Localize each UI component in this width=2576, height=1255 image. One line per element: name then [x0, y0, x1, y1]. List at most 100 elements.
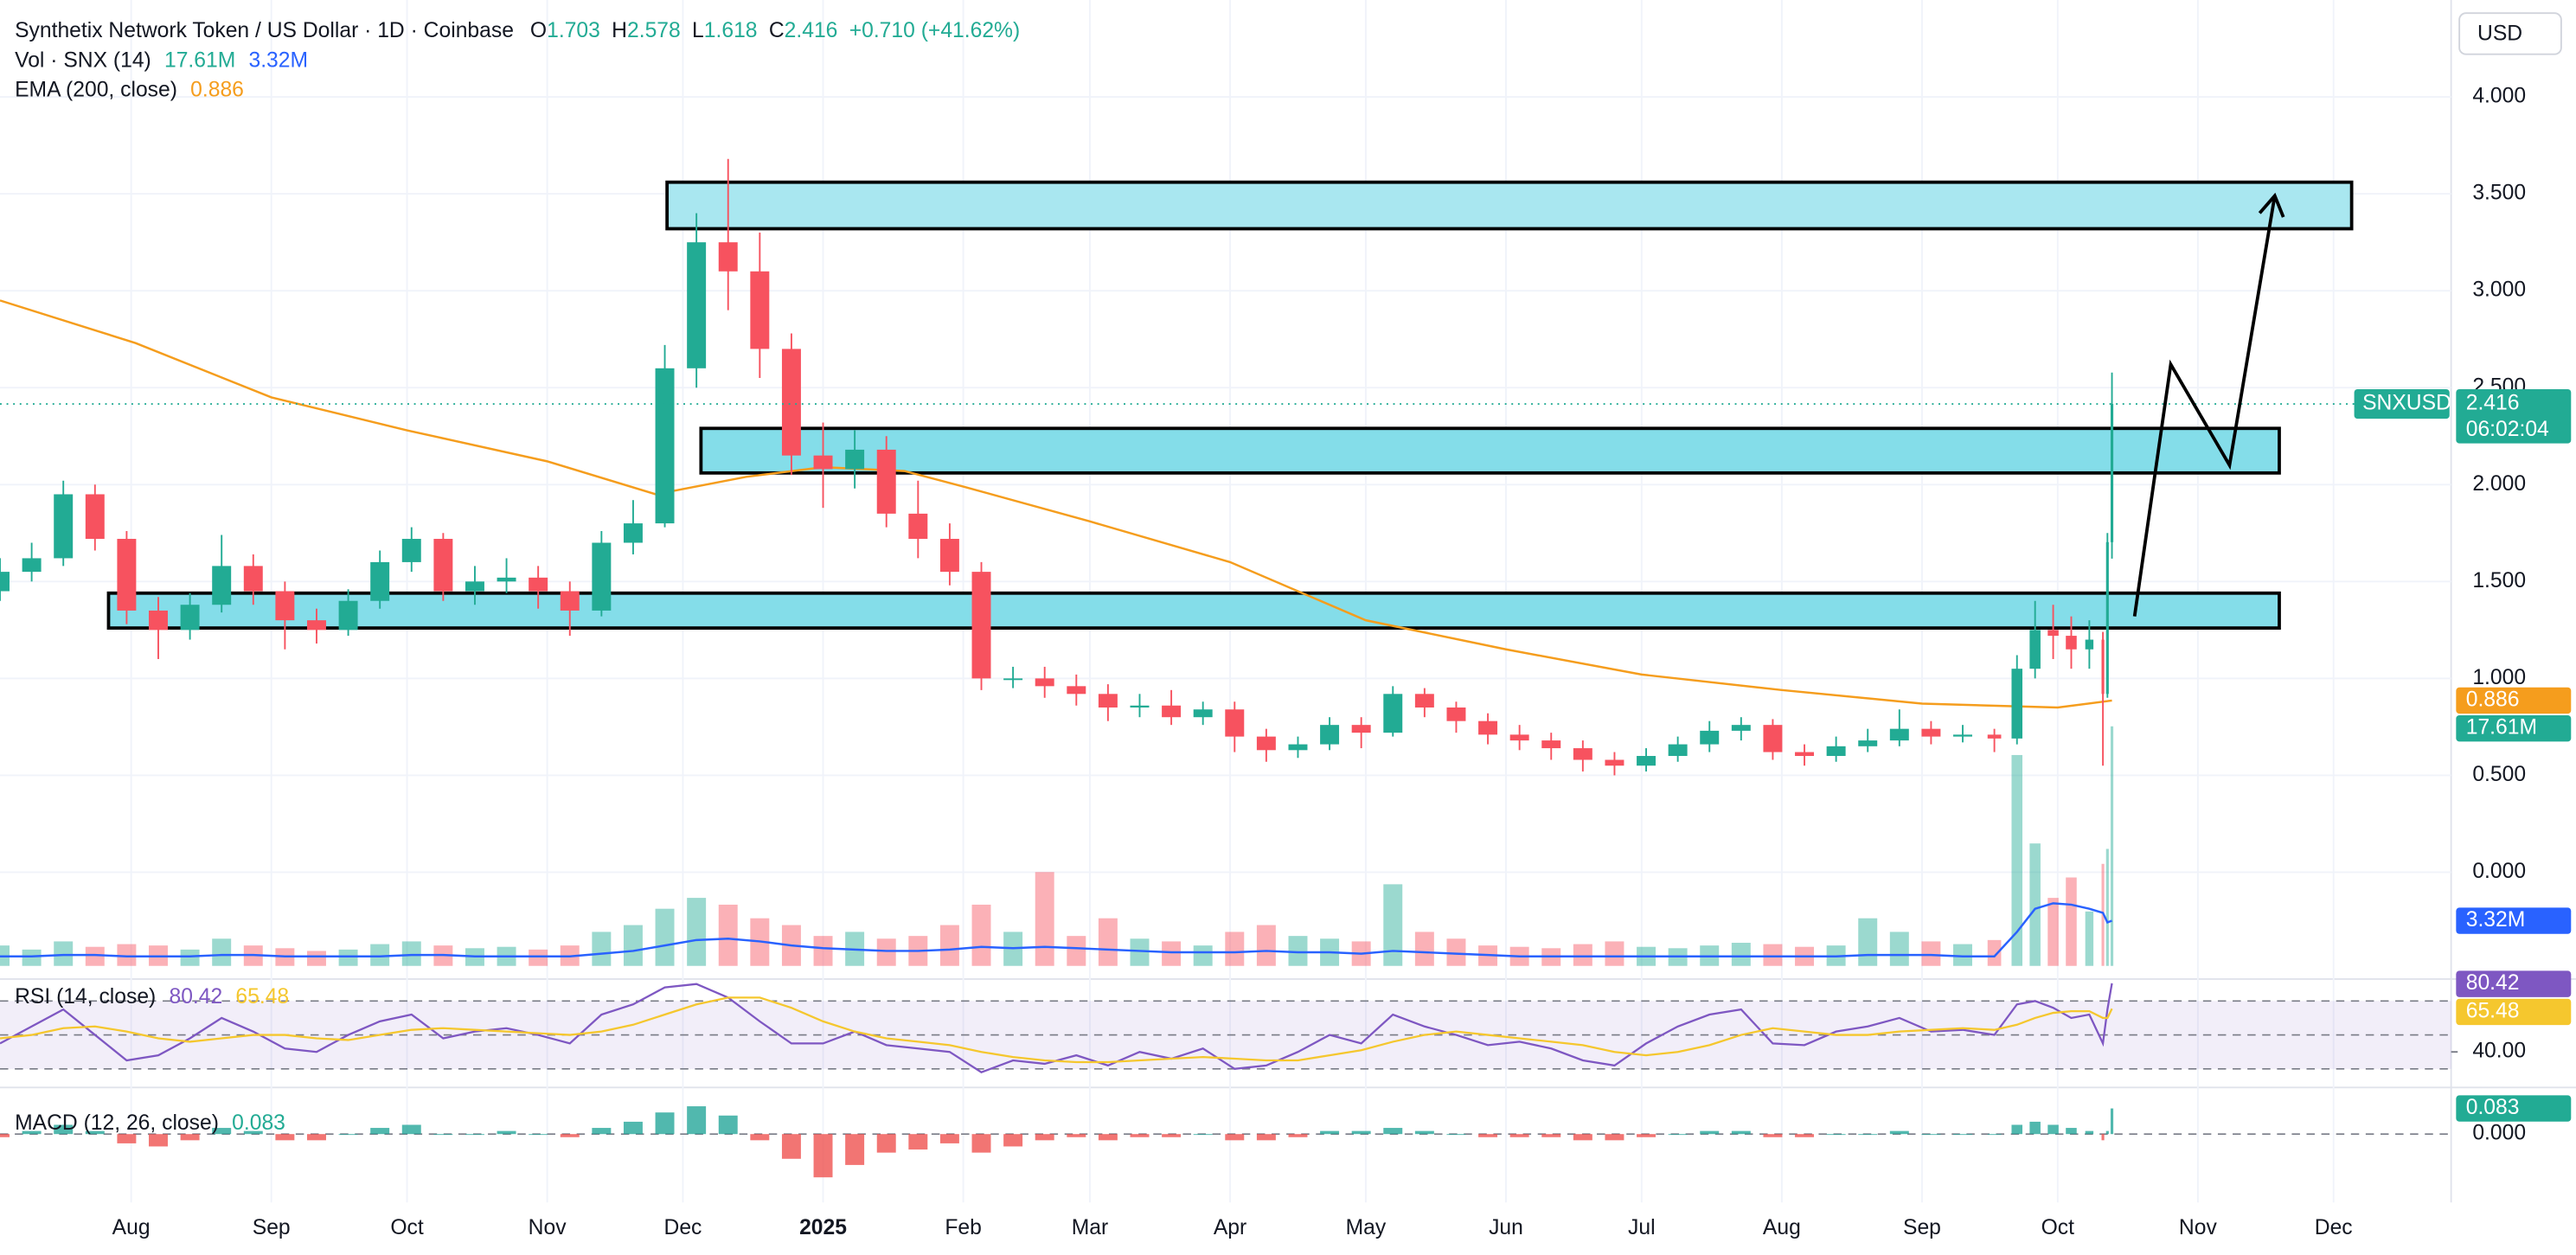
macd-bar — [1795, 1134, 1815, 1137]
macd-bar — [529, 1134, 548, 1136]
candle-body — [2101, 639, 2105, 695]
y-tick-label: 0.000 — [2472, 860, 2526, 883]
y-tick-label: 1.000 — [2472, 666, 2526, 689]
candle-body — [1987, 734, 2002, 739]
candle-body — [1035, 678, 1054, 687]
x-tick-label: Apr — [1214, 1216, 1246, 1239]
macd-bar — [1573, 1134, 1592, 1141]
macd-bar — [2101, 1134, 2105, 1141]
rsi-label: 80.42 — [2466, 971, 2520, 995]
volume-name: Vol · SNX (14) — [15, 48, 151, 72]
volume-ma-line — [0, 902, 2112, 957]
candle-body — [1098, 694, 1118, 708]
volume-bar — [2047, 898, 2059, 966]
currency[interactable]: USD — [2477, 22, 2522, 45]
currency-button[interactable] — [2458, 12, 2562, 55]
candle-body — [1700, 730, 1720, 745]
x-tick-label: Oct — [2041, 1216, 2075, 1239]
rsi-value: 80.42 — [169, 984, 222, 1008]
macd-bar — [1098, 1134, 1118, 1141]
macd-bar — [1035, 1134, 1054, 1141]
legend-title: Synthetix Network Token / US Dollar · 1D… — [15, 19, 1020, 42]
rsi-name: RSI (14, close) — [15, 984, 156, 1008]
macd-bar — [1446, 1134, 1466, 1136]
macd-bar — [718, 1115, 738, 1135]
macd-bar — [2085, 1130, 2094, 1135]
volume-bar — [1921, 941, 1941, 966]
candle-body — [1225, 709, 1245, 737]
volume-bar — [1573, 944, 1592, 966]
candle-body — [1478, 720, 1498, 735]
low-value: 1.618 — [704, 19, 758, 42]
macd-bar — [1288, 1134, 1308, 1137]
volume-bar — [876, 938, 896, 966]
macd-bar — [971, 1134, 991, 1153]
macd-bar — [497, 1130, 516, 1135]
x-tick-label: Oct — [390, 1216, 424, 1239]
macd-bar — [1889, 1130, 1909, 1135]
candle-body — [1320, 725, 1340, 745]
ohlc-prefix: O — [530, 19, 547, 42]
candle-body — [85, 494, 105, 540]
candle-body — [117, 539, 137, 611]
candle-body — [1889, 728, 1909, 741]
candle-body — [845, 449, 865, 470]
volume-bar — [529, 949, 548, 966]
volume-bar — [2110, 726, 2114, 966]
title: Synthetix Network Token / US Dollar · 1D… — [15, 19, 514, 42]
candle-body — [243, 566, 263, 592]
candle-body — [2105, 541, 2109, 695]
y-tick-label: 1.500 — [2472, 569, 2526, 592]
macd-bar — [1067, 1134, 1086, 1137]
candle-body — [1351, 725, 1371, 733]
candle-body — [465, 581, 484, 592]
rsi-line — [0, 983, 2113, 1074]
macd-bar — [338, 1134, 358, 1136]
macd-bar — [22, 1130, 42, 1135]
candle-body — [1858, 740, 1878, 746]
volume-bar — [1763, 944, 1783, 966]
zone — [699, 426, 2281, 475]
volume-bar — [1193, 945, 1213, 966]
macd-bar — [1541, 1134, 1561, 1137]
volume-bar — [718, 904, 738, 966]
candle-body — [1668, 744, 1688, 757]
volume-legend: Vol · SNX (14) 17.61M 3.32M — [15, 48, 308, 72]
candle-body — [908, 513, 928, 540]
y-tick-label: 2.000 — [2472, 472, 2526, 496]
volume-bar — [687, 898, 707, 966]
zone — [665, 180, 2354, 231]
x-tick-label: Feb — [945, 1216, 982, 1239]
volume-label: 17.61M — [2466, 716, 2537, 740]
candle-body — [0, 572, 10, 592]
candle-body — [876, 449, 896, 514]
candle-body — [2047, 630, 2059, 637]
macd-bar — [2066, 1128, 2077, 1135]
volume-bar — [1256, 925, 1276, 966]
macd-bar — [1351, 1130, 1371, 1135]
volume-bar — [1067, 936, 1086, 966]
candle-body — [718, 242, 738, 272]
volume-bar — [1098, 918, 1118, 966]
candle-body — [2110, 404, 2114, 542]
volume-bar — [1731, 942, 1751, 966]
candle-body — [2029, 630, 2041, 669]
macd-bar — [876, 1134, 896, 1153]
macd-bar — [1921, 1134, 1941, 1136]
macd-bar — [2105, 1130, 2109, 1135]
candle-body — [401, 539, 421, 562]
ema-label: 0.886 — [2466, 688, 2520, 711]
macd-bar — [1953, 1134, 1972, 1136]
macd-bar — [1668, 1134, 1688, 1136]
rsi-label-box — [2456, 970, 2572, 997]
volume-bar — [813, 936, 833, 966]
volume-bar — [117, 944, 137, 966]
candle-body — [1637, 756, 1656, 766]
candle-body — [22, 558, 42, 573]
candle-body — [1795, 752, 1815, 757]
ema-legend: EMA (200, close) 0.886 — [15, 78, 244, 101]
volume-ma-label-box — [2456, 907, 2572, 934]
volume-bar — [1288, 936, 1308, 966]
x-tick-label: Aug — [112, 1216, 151, 1239]
